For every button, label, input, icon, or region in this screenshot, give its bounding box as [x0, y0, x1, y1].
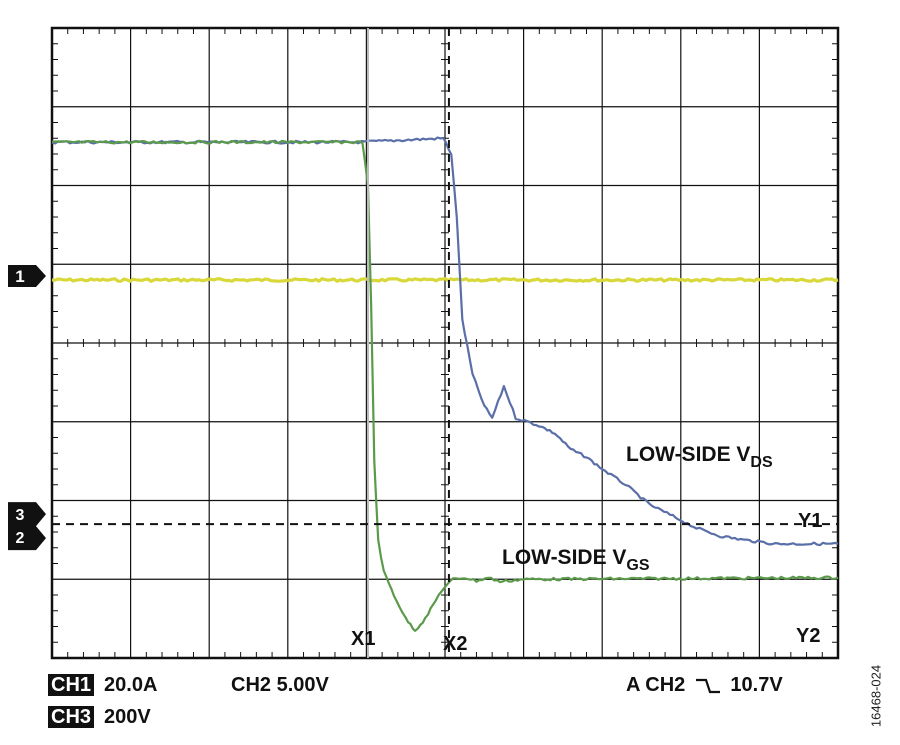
plot-grid — [50, 26, 840, 660]
ch2-setting: CH2 5.00V — [231, 674, 329, 696]
trigger-setting: A CH2 10.7V — [626, 674, 783, 697]
figure-id: 16468-024 — [868, 664, 884, 727]
label-low-side-vds: LOW-SIDE VDS — [626, 443, 773, 471]
channel-marker-label: 3 — [16, 507, 25, 524]
channel-marker-3-2: 32 — [8, 502, 46, 551]
trigger-source: A CH2 — [626, 674, 686, 696]
trace-vgs — [51, 139, 839, 632]
channel-marker-label: 1 — [15, 267, 24, 286]
trigger-level: 10.7V — [730, 674, 783, 696]
trace-ch1 — [51, 277, 839, 283]
channel-marker-shape — [8, 502, 46, 551]
label-x2: X2 — [443, 633, 467, 655]
channel-marker-label: 2 — [16, 530, 25, 547]
ch3-value: 200V — [104, 706, 151, 728]
falling-edge-icon — [695, 677, 721, 695]
plot-cursors — [52, 28, 838, 658]
ch3-setting: CH3 200V — [48, 706, 151, 729]
ch1-setting: CH1 20.0A — [48, 674, 157, 697]
ch1-value: 20.0A — [104, 674, 158, 696]
label-low-side-vgs: LOW-SIDE VGS — [502, 546, 650, 574]
plot-traces — [51, 136, 839, 632]
label-y2: Y2 — [796, 625, 820, 647]
channel-marker-shape — [8, 265, 46, 287]
ch1-tag: CH1 — [48, 674, 95, 696]
ch3-tag: CH3 — [48, 706, 95, 728]
label-y1: Y1 — [798, 510, 822, 532]
label-x1: X1 — [351, 628, 375, 650]
channel-marker-1: 1 — [8, 265, 46, 287]
